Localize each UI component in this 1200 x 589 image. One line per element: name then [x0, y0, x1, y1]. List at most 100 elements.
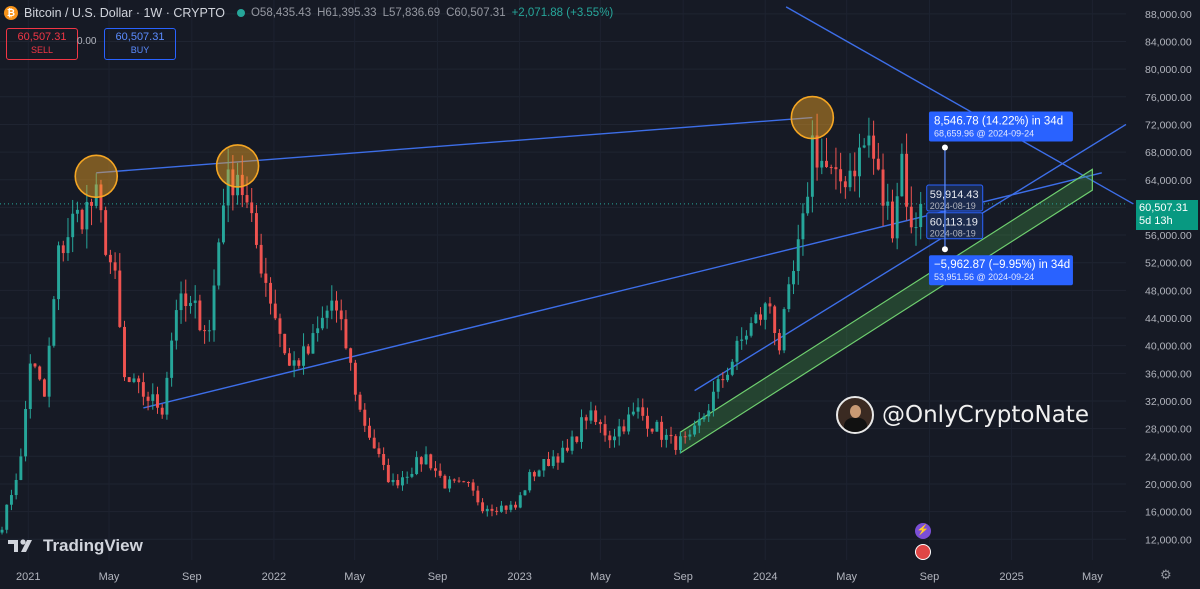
candle-body — [297, 360, 301, 366]
candle-body — [693, 425, 697, 435]
candle-body — [806, 196, 810, 214]
candle-body — [683, 436, 687, 438]
candle-body — [306, 346, 310, 354]
candle-body — [754, 314, 758, 324]
candle-body — [372, 437, 376, 449]
candle-body — [584, 417, 588, 421]
candle-body — [603, 424, 607, 436]
time-tick-label: 2025 — [999, 571, 1023, 583]
candle-body — [438, 470, 442, 476]
symbol-title[interactable]: Bitcoin / U.S. Dollar · 1W · CRYPTO — [24, 6, 225, 20]
time-tick-label: May — [590, 571, 611, 583]
price-tick-label: 72,000.00 — [1145, 119, 1192, 131]
candle-body — [353, 362, 357, 395]
candle-body — [283, 333, 287, 354]
price-tick-label: 44,000.00 — [1145, 313, 1192, 325]
candle-body — [641, 407, 645, 416]
candle-body — [702, 416, 706, 420]
projection-target: 53,951.56 @ 2024-09-24 — [934, 272, 1034, 282]
price-tick-label: 68,000.00 — [1145, 147, 1192, 159]
candle-body — [203, 330, 207, 332]
candle-body — [547, 458, 550, 467]
candle-body — [650, 428, 654, 432]
candle-body — [881, 169, 885, 206]
candle-body — [94, 184, 98, 206]
price-tick-label: 16,000.00 — [1145, 507, 1192, 519]
candle-body — [763, 303, 767, 320]
price-label-value: 60,113.19 — [930, 217, 978, 229]
candle-body — [575, 436, 579, 442]
candle-body — [339, 310, 343, 320]
tradingview-logo[interactable]: TradingView — [8, 536, 143, 556]
candle-body — [170, 340, 174, 378]
projection-target: 68,659.96 @ 2024-09-24 — [934, 129, 1034, 139]
candle-body — [862, 145, 866, 148]
price-tick-label: 32,000.00 — [1145, 396, 1192, 408]
candle-body — [231, 169, 235, 196]
candle-body — [292, 360, 296, 366]
price-tick-label: 88,000.00 — [1145, 9, 1192, 21]
avatar — [836, 396, 874, 434]
price-tick-label: 84,000.00 — [1145, 36, 1192, 48]
candle-body — [61, 245, 65, 254]
candle-body — [156, 394, 159, 408]
candle-body — [33, 363, 37, 367]
ohlc-change: +2,071.88 (+3.55%) — [511, 7, 614, 19]
price-tick-label: 80,000.00 — [1145, 64, 1192, 76]
sell-button[interactable]: 60,507.31 SELL — [6, 28, 78, 60]
candle-body — [424, 454, 428, 465]
candle-body — [476, 490, 480, 503]
candle-body — [777, 333, 781, 351]
author-watermark: @OnlyCryptoNate — [836, 396, 1089, 434]
price-tick-label: 24,000.00 — [1145, 451, 1192, 463]
candle-body — [636, 407, 640, 412]
buy-label: BUY — [130, 45, 150, 55]
ohlc-high: H61,395.33 — [317, 7, 377, 19]
candle-body — [28, 363, 32, 410]
candle-body — [697, 419, 701, 426]
candle-body — [90, 201, 93, 206]
candle-body — [919, 203, 923, 228]
price-tick-label: 28,000.00 — [1145, 424, 1192, 436]
candle-body — [707, 410, 711, 417]
candle-body — [890, 201, 894, 239]
candle-body — [278, 318, 282, 334]
candle-body — [528, 472, 532, 491]
candle-body — [909, 206, 913, 228]
candle-body — [47, 345, 51, 397]
candle-body — [514, 504, 518, 508]
candle-body — [108, 254, 112, 263]
candle-body — [556, 456, 560, 463]
candle-body — [674, 436, 678, 450]
candle-body — [499, 505, 503, 512]
candle-body — [561, 447, 565, 463]
lightning-event-icon[interactable]: ⚡ — [915, 523, 931, 539]
us-flag-event-icon[interactable] — [915, 544, 931, 560]
sell-label: SELL — [30, 45, 54, 55]
candle-body — [320, 317, 324, 329]
candle-body — [542, 458, 546, 471]
candle-body — [151, 394, 155, 401]
candle-body — [749, 323, 753, 336]
gear-icon[interactable]: ⚙ — [1160, 567, 1172, 582]
candle-body — [867, 135, 871, 146]
candle-body — [523, 490, 527, 496]
time-tick-label: May — [1082, 571, 1103, 583]
trend-line — [96, 116, 813, 174]
candle-body — [217, 242, 221, 286]
candle-body — [287, 353, 291, 366]
candle-body — [711, 391, 715, 411]
candle-body — [627, 414, 631, 432]
candle-body — [457, 480, 461, 482]
time-tick-label: May — [344, 571, 365, 583]
price-label-box — [926, 212, 984, 240]
buy-button[interactable]: 60,507.31 BUY — [104, 28, 176, 60]
candle-body — [386, 464, 390, 483]
last-price-tag: 60,507.31 5d 13h — [1136, 200, 1198, 230]
candle-body — [466, 482, 470, 484]
candle-body — [141, 382, 145, 397]
bitcoin-icon: ₿ — [4, 6, 18, 20]
candle-body — [669, 434, 673, 437]
candle-body — [137, 378, 141, 383]
